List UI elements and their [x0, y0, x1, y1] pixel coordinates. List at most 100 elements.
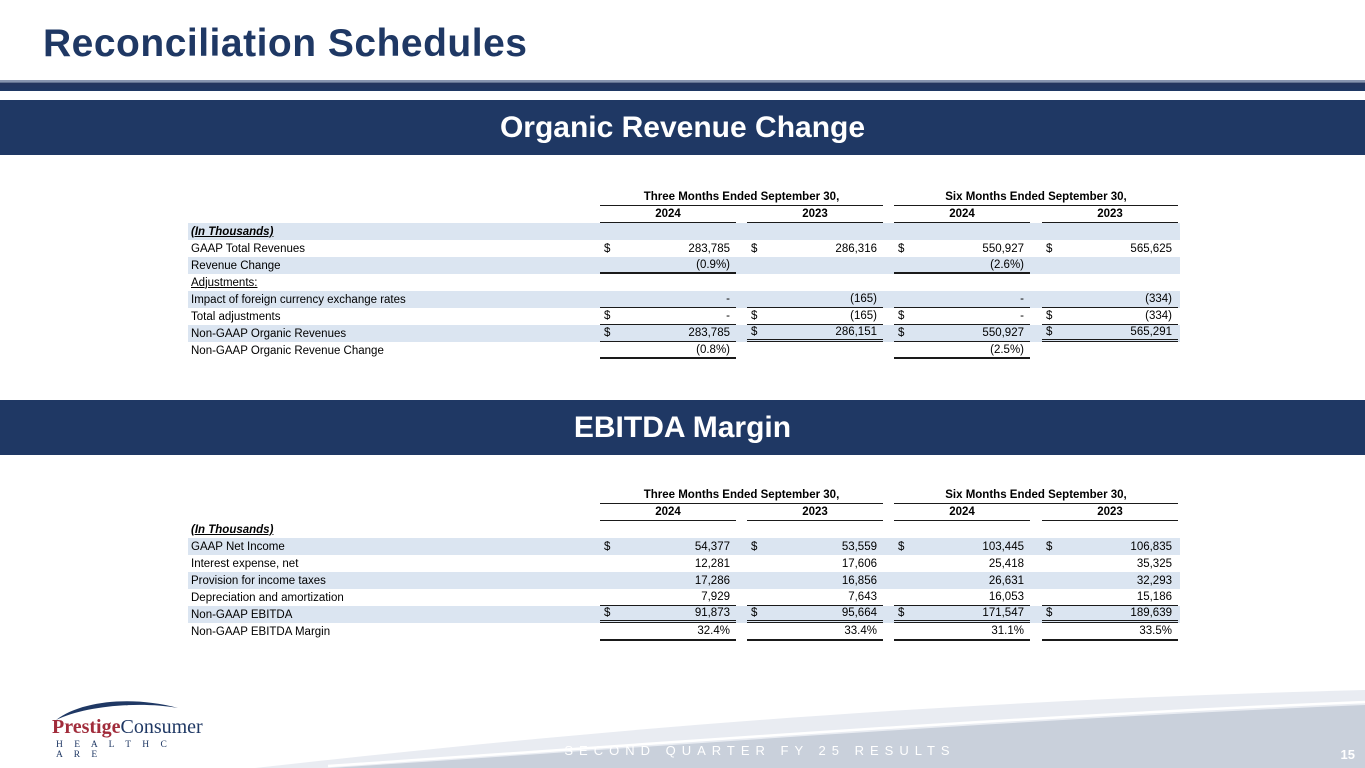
year-header: 2023	[747, 504, 883, 521]
cell-value: $565,291	[1042, 325, 1178, 342]
dollar-sign: $	[898, 607, 905, 619]
cell-value: $54,377	[604, 540, 730, 553]
table-row: Adjustments:	[188, 274, 1180, 291]
table-row: Depreciation and amortization 7,929 7,64…	[188, 589, 1180, 606]
cell-value: (0.9%)	[600, 257, 736, 274]
dollar-sign: $	[751, 607, 758, 619]
cell-value: $106,835	[1046, 540, 1172, 553]
dollar-sign: $	[751, 242, 758, 255]
row-label: Non-GAAP EBITDA Margin	[191, 626, 331, 638]
row-label: Depreciation and amortization	[191, 591, 344, 604]
table-ebitda-margin: Three Months Ended September 30, Six Mon…	[188, 487, 1180, 641]
cell-value: 16,856	[841, 574, 877, 587]
table-row-unit: (In Thousands)	[188, 223, 1180, 240]
section-title: EBITDA Margin	[573, 410, 792, 444]
section-title: Organic Revenue Change	[499, 110, 866, 144]
dollar-sign: $	[604, 310, 611, 322]
logo-prestige: Prestige	[52, 716, 121, 738]
page-number: 15	[1340, 747, 1355, 762]
cell-value: 35,325	[1136, 557, 1172, 570]
cell-value: (0.8%)	[600, 342, 736, 359]
column-group-header: Six Months Ended September 30,	[894, 487, 1178, 504]
cell-value	[747, 342, 883, 359]
cell-value: 12,281	[694, 557, 730, 570]
row-label: Impact of foreign currency exchange rate…	[191, 293, 406, 306]
table-row: Non-GAAP Organic Revenues $283,785 $286,…	[188, 325, 1180, 342]
row-label: Non-GAAP Organic Revenue Change	[191, 344, 384, 357]
cell-value: -	[600, 291, 736, 308]
cell-value: 33.4%	[747, 623, 883, 641]
column-group-header: Six Months Ended September 30,	[894, 189, 1178, 206]
row-label: Provision for income taxes	[191, 574, 326, 587]
dollar-sign: $	[898, 327, 905, 339]
cell-value: 7,929	[600, 589, 736, 606]
dollar-sign: $	[751, 326, 758, 338]
table-header-years: 2024 2023 2024 2023	[188, 504, 1180, 521]
dollar-sign: $	[1046, 607, 1053, 619]
dollar-sign: $	[751, 310, 758, 322]
cell-value: $ (165)	[747, 308, 883, 325]
dollar-sign: $	[751, 540, 758, 553]
table-header-groups: Three Months Ended September 30, Six Mon…	[188, 487, 1180, 504]
table-row: GAAP Net Income $54,377 $53,559 $103,445…	[188, 538, 1180, 555]
cell-value: $53,559	[751, 540, 877, 553]
table-row: Non-GAAP EBITDA $91,873 $95,664 $171,547…	[188, 606, 1180, 623]
row-label: GAAP Net Income	[191, 540, 285, 553]
cell-value: 16,053	[894, 589, 1030, 606]
cell-value: $ -	[600, 308, 736, 325]
year-header: 2024	[894, 206, 1030, 223]
slide-title: Reconciliation Schedules	[43, 22, 528, 65]
logo-wordmark: PrestigeConsumer	[52, 716, 203, 739]
table-row-unit: (In Thousands)	[188, 521, 1180, 538]
table-header-years: 2024 2023 2024 2023	[188, 206, 1180, 223]
row-label: Adjustments:	[191, 276, 258, 289]
cell-value: $550,927	[894, 325, 1030, 342]
cell-value: (165)	[747, 291, 883, 308]
title-rule-bar	[0, 80, 1365, 91]
cell-value: $283,785	[600, 325, 736, 342]
logo-consumer: Consumer	[120, 716, 203, 738]
dollar-sign: $	[898, 540, 905, 553]
cell-value: $95,664	[747, 606, 883, 623]
table-row: Non-GAAP Organic Revenue Change (0.8%) (…	[188, 342, 1180, 359]
table-organic-revenue-change: Three Months Ended September 30, Six Mon…	[188, 189, 1180, 359]
cell-value: $ -	[894, 308, 1030, 325]
cell-value	[747, 257, 883, 274]
table-header-groups: Three Months Ended September 30, Six Mon…	[188, 189, 1180, 206]
dollar-sign: $	[898, 310, 905, 322]
cell-value: $ (334)	[1042, 308, 1178, 325]
dollar-sign: $	[604, 242, 611, 255]
cell-value: 25,418	[988, 557, 1024, 570]
footer-caption: SECOND QUARTER FY 25 RESULTS	[564, 743, 956, 758]
dollar-sign: $	[1046, 540, 1053, 553]
cell-value: $286,316	[751, 242, 877, 255]
cell-value: 7,643	[747, 589, 883, 606]
row-label: (In Thousands)	[191, 523, 274, 536]
cell-value: 31.1%	[894, 623, 1030, 641]
year-header: 2024	[894, 504, 1030, 521]
cell-value: 32,293	[1136, 574, 1172, 587]
dollar-sign: $	[898, 242, 905, 255]
cell-value: $286,151	[747, 325, 883, 342]
row-label: (In Thousands)	[191, 225, 274, 238]
table-row: Non-GAAP EBITDA Margin 32.4% 33.4% 31.1%…	[188, 623, 1180, 641]
cell-value: 17,286	[694, 574, 730, 587]
cell-value: -	[894, 291, 1030, 308]
cell-value: 26,631	[988, 574, 1024, 587]
table-row: Impact of foreign currency exchange rate…	[188, 291, 1180, 308]
row-label: Revenue Change	[191, 259, 281, 272]
section-banner-ebitda-margin: EBITDA Margin	[0, 400, 1365, 455]
cell-value	[1042, 257, 1178, 274]
dollar-sign: $	[1046, 326, 1053, 338]
section-banner-organic-revenue: Organic Revenue Change	[0, 100, 1365, 155]
footer-swoosh	[255, 690, 1365, 768]
table-row: Total adjustments $ - $ (165) $ - $ (334)	[188, 308, 1180, 325]
cell-value: 15,186	[1042, 589, 1178, 606]
cell-value: $550,927	[898, 242, 1024, 255]
row-label: Non-GAAP EBITDA	[191, 608, 293, 621]
dollar-sign: $	[1046, 310, 1053, 322]
cell-value: 32.4%	[600, 623, 736, 641]
cell-value: 17,606	[841, 557, 877, 570]
table-row: Interest expense, net 12,281 17,606 25,4…	[188, 555, 1180, 572]
company-logo: PrestigeConsumer H E A L T H C A R E	[52, 696, 203, 760]
